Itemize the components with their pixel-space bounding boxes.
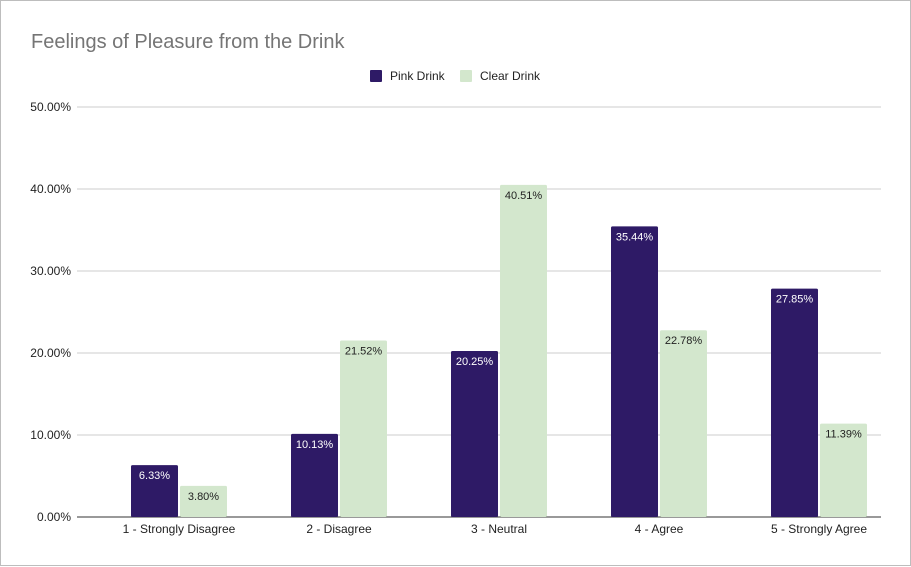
y-tick-label: 0.00% — [37, 510, 71, 524]
x-tick-label: 3 - Neutral — [471, 522, 527, 536]
y-tick-label: 30.00% — [30, 264, 71, 278]
bars: 6.33% 3.80% 10.13% 21.52% 20.25% 40.51% 35.44%… — [131, 184, 867, 517]
bar-clear-drink — [500, 184, 547, 517]
y-axis: 0.00% 10.00% 20.00% 30.00% 40.00% 50.00% — [30, 100, 71, 524]
data-label-clear-drink: 21.52% — [345, 346, 383, 358]
y-tick-label: 20.00% — [30, 346, 71, 360]
bar-pink-drink — [611, 226, 658, 517]
legend: Pink Drink Clear Drink — [370, 69, 541, 83]
bar-pink-drink — [451, 350, 498, 517]
legend-swatch-pink-drink — [370, 70, 382, 82]
legend-label-clear-drink: Clear Drink — [480, 69, 541, 83]
bar-clear-drink — [340, 340, 387, 517]
x-tick-label: 1 - Strongly Disagree — [123, 522, 236, 536]
bar-clear-drink — [180, 485, 227, 517]
bar-clear-drink — [660, 330, 707, 517]
y-tick-label: 50.00% — [30, 100, 71, 114]
x-tick-label: 4 - Agree — [635, 522, 684, 536]
data-label-pink-drink: 27.85% — [776, 294, 814, 306]
data-label-pink-drink: 6.33% — [139, 470, 170, 482]
data-label-clear-drink: 11.39% — [825, 429, 862, 441]
y-tick-label: 10.00% — [30, 428, 71, 442]
bar-pink-drink — [131, 465, 178, 517]
x-axis: 1 - Strongly Disagree 2 - Disagree 3 - Neu… — [123, 522, 868, 536]
x-tick-label: 2 - Disagree — [306, 522, 372, 536]
chart-title: Feelings of Pleasure from the Drink — [31, 31, 345, 53]
data-label-clear-drink: 22.78% — [665, 335, 703, 347]
data-label-pink-drink: 20.25% — [456, 356, 494, 368]
legend-swatch-clear-drink — [460, 70, 472, 82]
data-label-clear-drink: 40.51% — [505, 190, 543, 202]
x-tick-label: 5 - Strongly Agree — [771, 522, 867, 536]
data-label-pink-drink: 10.13% — [296, 439, 334, 451]
legend-label-pink-drink: Pink Drink — [390, 69, 446, 83]
bar-pink-drink — [771, 288, 818, 517]
data-label-pink-drink: 35.44% — [616, 231, 654, 243]
bar-clear-drink — [820, 423, 867, 517]
y-tick-label: 40.00% — [30, 182, 71, 196]
data-label-clear-drink: 3.80% — [188, 491, 219, 503]
bar-pink-drink — [291, 433, 338, 517]
